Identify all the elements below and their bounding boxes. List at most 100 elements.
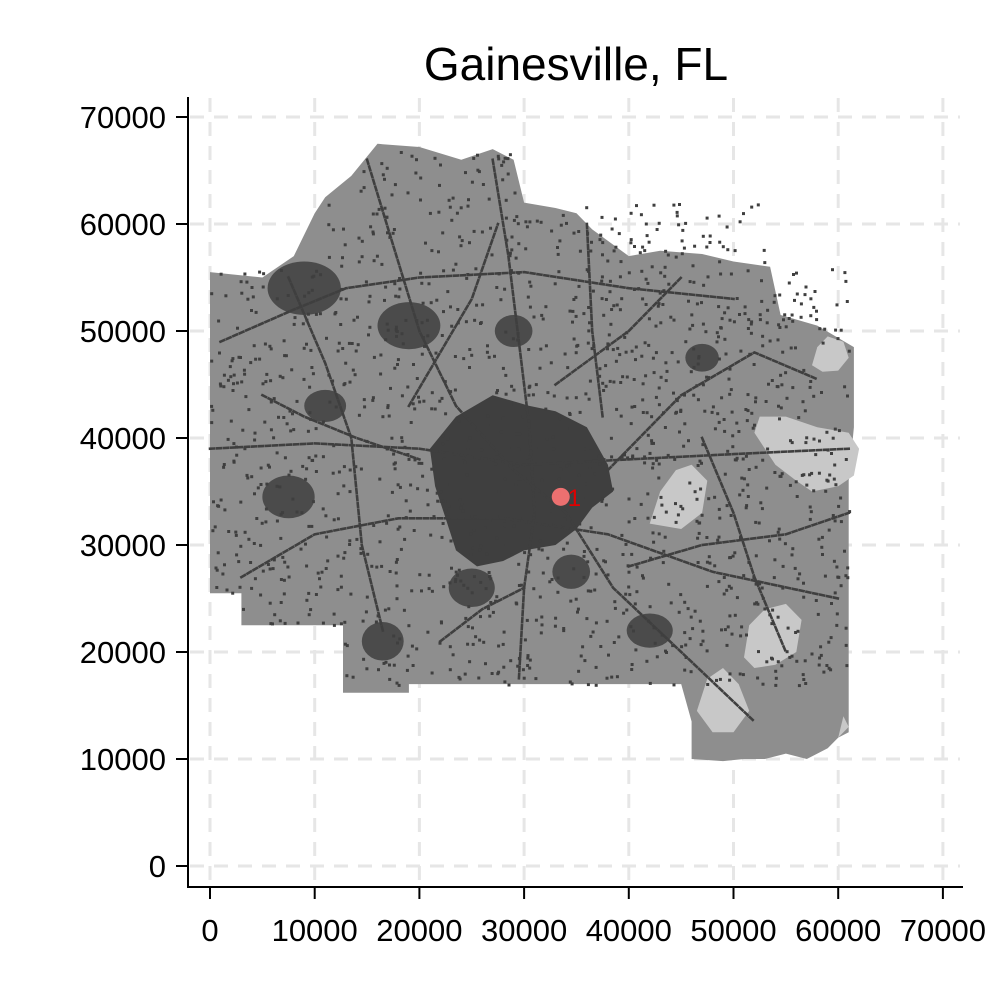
development-dot	[664, 379, 668, 383]
development-dot	[527, 348, 531, 351]
development-dot	[265, 372, 269, 376]
development-dot	[725, 643, 729, 647]
development-dot	[264, 380, 268, 384]
development-dot	[741, 673, 745, 677]
development-dot	[291, 497, 295, 501]
development-dot	[651, 462, 655, 466]
development-dot	[400, 394, 404, 398]
development-dot	[584, 496, 588, 500]
development-dot	[657, 532, 661, 536]
development-dot	[348, 380, 352, 384]
development-dot	[594, 621, 598, 625]
development-dot	[812, 489, 816, 493]
development-dot	[785, 396, 789, 400]
development-dot	[614, 245, 618, 249]
development-dot	[604, 560, 607, 564]
development-dot	[400, 436, 404, 440]
development-dot	[740, 476, 744, 480]
development-dot	[336, 554, 340, 558]
development-dot	[765, 660, 769, 664]
development-dot	[327, 255, 331, 259]
development-dot	[476, 153, 479, 157]
development-dot	[487, 355, 491, 359]
development-dot	[469, 553, 473, 556]
development-dot	[732, 320, 736, 324]
development-dot	[568, 309, 572, 313]
development-dot	[412, 363, 415, 366]
development-dot	[663, 426, 667, 429]
development-dot	[359, 551, 363, 555]
development-dot	[252, 344, 256, 348]
development-dot	[715, 331, 719, 335]
development-dot	[592, 344, 596, 348]
development-dot	[635, 204, 638, 208]
development-dot	[624, 592, 628, 596]
development-dot	[362, 170, 366, 174]
development-dot	[844, 458, 848, 461]
development-dot	[386, 406, 390, 410]
development-dot	[327, 203, 331, 207]
development-dot	[340, 287, 344, 291]
development-dot	[587, 397, 591, 401]
x-tick-label: 0	[201, 913, 218, 948]
development-dot	[761, 334, 765, 338]
development-dot	[301, 322, 305, 326]
development-dot	[625, 608, 629, 612]
development-dot	[704, 330, 708, 334]
development-dot	[641, 297, 645, 301]
development-dot	[462, 357, 466, 361]
development-dot	[436, 499, 440, 503]
development-dot	[551, 505, 555, 509]
development-dot	[657, 302, 661, 306]
development-dot	[219, 384, 223, 388]
development-dot	[279, 512, 283, 516]
development-dot	[470, 591, 474, 595]
development-dot	[336, 349, 340, 353]
development-dot	[526, 654, 530, 658]
development-dot	[509, 269, 513, 273]
development-dot	[430, 671, 434, 675]
development-dot	[448, 205, 452, 209]
development-dot	[472, 156, 476, 160]
development-dot	[644, 303, 648, 306]
development-dot	[496, 389, 499, 392]
development-dot	[301, 464, 305, 468]
development-dot	[820, 535, 824, 539]
development-dot	[435, 298, 439, 302]
development-dot	[771, 608, 775, 612]
development-dot	[715, 678, 718, 682]
development-dot	[430, 391, 434, 395]
development-dot	[453, 388, 457, 392]
development-dot	[353, 373, 357, 377]
development-dot	[540, 313, 544, 317]
development-dot	[239, 500, 243, 504]
development-dot	[770, 622, 774, 626]
development-dot	[488, 519, 492, 522]
development-dot	[458, 677, 462, 681]
development-dot	[282, 578, 286, 582]
development-dot	[666, 453, 670, 457]
development-dot	[342, 227, 345, 231]
development-dot	[517, 657, 521, 661]
development-dot	[441, 434, 445, 438]
development-dot	[781, 564, 785, 568]
development-dot	[470, 180, 474, 184]
development-dot	[701, 383, 705, 387]
development-dot	[558, 239, 562, 243]
development-dot	[396, 483, 400, 487]
development-dot	[813, 290, 817, 293]
development-dot	[501, 416, 505, 420]
development-dot	[404, 318, 408, 322]
development-dot	[384, 285, 388, 289]
development-dot	[480, 230, 484, 234]
development-dot	[502, 160, 506, 164]
development-dot	[411, 402, 415, 406]
development-dot	[797, 416, 801, 420]
development-dot	[282, 339, 286, 343]
development-dot	[403, 537, 407, 541]
development-dot	[631, 455, 635, 459]
development-dot	[701, 639, 705, 643]
development-dot	[363, 405, 367, 409]
development-dot	[664, 361, 668, 365]
development-dot	[303, 294, 307, 298]
